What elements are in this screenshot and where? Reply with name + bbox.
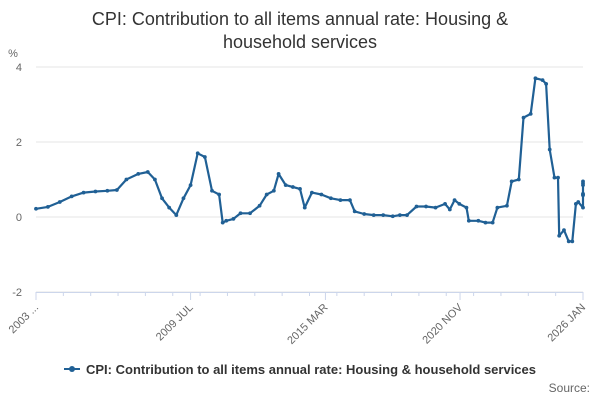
data-point[interactable]	[552, 175, 557, 180]
data-point[interactable]	[114, 188, 119, 192]
data-point[interactable]	[557, 233, 562, 238]
data-point[interactable]	[231, 216, 236, 221]
data-point[interactable]	[220, 220, 225, 225]
data-point[interactable]	[302, 205, 307, 210]
data-point[interactable]	[414, 204, 419, 209]
data-point[interactable]	[257, 203, 262, 208]
data-point[interactable]	[540, 78, 545, 83]
data-point[interactable]	[188, 183, 193, 188]
data-point[interactable]	[390, 214, 395, 219]
data-point[interactable]	[556, 175, 560, 180]
x-tick-label: 2009 JUL	[154, 302, 196, 344]
data-point[interactable]	[504, 203, 509, 208]
data-point[interactable]	[581, 205, 585, 210]
data-point[interactable]	[521, 115, 526, 120]
data-point[interactable]	[483, 220, 488, 225]
data-point[interactable]	[476, 218, 481, 223]
data-point[interactable]	[566, 239, 571, 244]
data-point[interactable]	[447, 207, 452, 212]
data-point[interactable]	[397, 213, 402, 218]
data-point[interactable]	[271, 188, 276, 193]
data-point[interactable]	[298, 186, 302, 191]
data-point[interactable]	[319, 192, 324, 197]
data-point[interactable]	[217, 192, 222, 197]
data-point[interactable]	[581, 193, 585, 198]
data-point[interactable]	[105, 188, 110, 193]
data-point[interactable]	[181, 196, 186, 201]
data-point[interactable]	[224, 218, 229, 223]
x-tick-label: 2003 ...	[7, 302, 41, 336]
data-point[interactable]	[153, 177, 157, 182]
data-point[interactable]	[562, 228, 566, 233]
data-point[interactable]	[581, 183, 585, 188]
data-point[interactable]	[466, 218, 471, 223]
data-point[interactable]	[174, 213, 179, 218]
data-point[interactable]	[290, 185, 295, 189]
data-point[interactable]	[81, 190, 86, 195]
gridlines	[36, 66, 583, 293]
data-point[interactable]	[195, 151, 200, 156]
data-point[interactable]	[362, 212, 367, 216]
data-point[interactable]	[516, 177, 521, 182]
data-point[interactable]	[167, 205, 172, 210]
data-point[interactable]	[433, 205, 438, 210]
x-tick-label: 2020 NOV	[420, 301, 465, 346]
data-point[interactable]	[457, 201, 462, 206]
data-point[interactable]	[69, 194, 74, 199]
data-point[interactable]	[45, 204, 50, 209]
data-point[interactable]	[238, 211, 243, 216]
y-tick-label: 0	[16, 212, 22, 224]
data-point[interactable]	[93, 189, 98, 194]
legend[interactable]: CPI: Contribution to all items annual ra…	[0, 362, 600, 377]
x-tick-label: 2015 MAR	[285, 302, 330, 347]
data-point[interactable]	[309, 190, 314, 195]
legend-label: CPI: Contribution to all items annual ra…	[86, 362, 536, 377]
data-point[interactable]	[381, 213, 386, 218]
data-point[interactable]	[509, 179, 514, 184]
y-tick-label: 2	[16, 137, 22, 149]
data-point[interactable]	[283, 183, 288, 188]
data-point[interactable]	[338, 198, 343, 203]
series-layer	[34, 76, 585, 244]
data-point[interactable]	[136, 171, 141, 176]
data-point[interactable]	[528, 111, 533, 116]
y-tick-label: -2	[12, 287, 22, 299]
data-point[interactable]	[34, 206, 38, 211]
data-point[interactable]	[490, 220, 495, 225]
data-point[interactable]	[570, 239, 575, 244]
data-point[interactable]	[405, 213, 409, 218]
source-credit[interactable]: Source:	[548, 381, 590, 395]
data-point[interactable]	[464, 205, 469, 210]
data-point[interactable]	[352, 209, 357, 214]
data-point[interactable]	[145, 170, 150, 174]
data-point[interactable]	[371, 213, 376, 218]
chart-title-line-2: household services	[222, 32, 378, 52]
data-point[interactable]	[160, 196, 164, 201]
data-point[interactable]	[202, 155, 207, 159]
data-point[interactable]	[264, 192, 269, 197]
data-point[interactable]	[276, 171, 281, 176]
data-point[interactable]	[443, 201, 447, 206]
data-point[interactable]	[57, 200, 62, 204]
y-axis-label: %	[8, 48, 18, 60]
y-tick-label: 4	[16, 62, 22, 74]
data-point[interactable]	[547, 147, 552, 152]
chart-title-line-1: CPI: Contribution to all items annual ra…	[91, 9, 509, 29]
data-point[interactable]	[329, 196, 333, 201]
data-point[interactable]	[495, 205, 500, 210]
data-point[interactable]	[452, 198, 457, 203]
x-tick-label: 2026 JAN	[545, 302, 588, 345]
data-point[interactable]	[533, 76, 538, 81]
axes: % -2 0 2 4 2003 ... 2009 JUL 2015 MAR 2020 NOV 2…	[7, 48, 588, 347]
chart-title: CPI: Contribution to all items annual ra…	[0, 8, 600, 54]
data-point[interactable]	[424, 204, 428, 209]
data-point[interactable]	[210, 188, 214, 193]
data-point[interactable]	[576, 200, 581, 204]
data-point[interactable]	[124, 177, 129, 182]
legend-line-marker-icon	[64, 365, 80, 372]
data-point[interactable]	[544, 81, 549, 86]
data-point[interactable]	[248, 211, 252, 216]
data-point[interactable]	[348, 198, 352, 203]
